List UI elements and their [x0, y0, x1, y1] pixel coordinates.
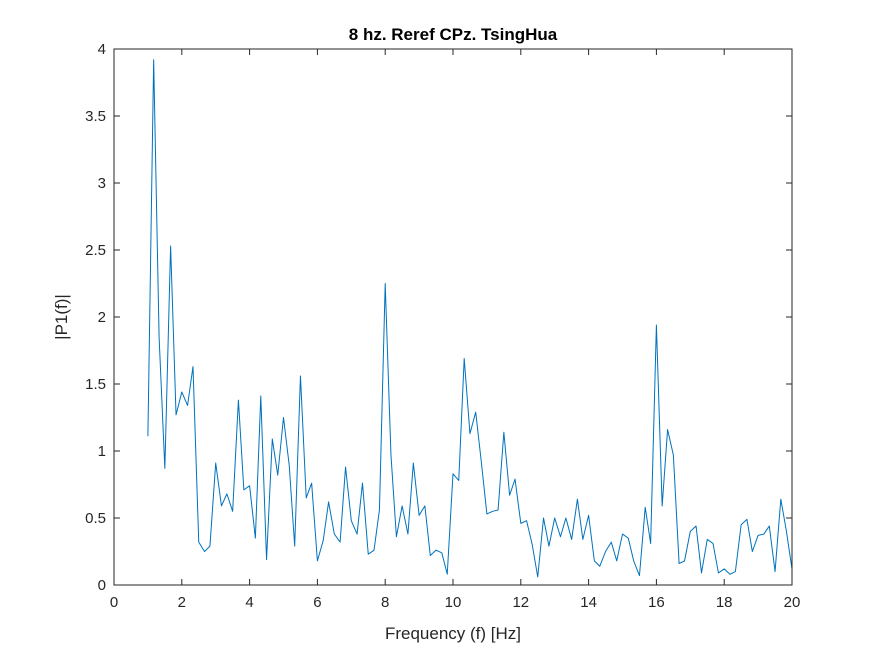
y-tick-label: 2.5: [85, 242, 106, 259]
x-tick-label: 14: [580, 594, 597, 611]
x-tick-label: 2: [178, 594, 186, 611]
x-tick-label: 10: [445, 594, 462, 611]
y-tick-label: 0: [98, 577, 106, 594]
x-tick-label: 12: [512, 594, 529, 611]
x-tick-label: 6: [313, 594, 321, 611]
y-tick-label: 1: [98, 443, 106, 460]
chart-title: 8 hz. Reref CPz. TsingHua: [349, 25, 558, 44]
series-line: [147, 59, 793, 578]
y-tick-label: 4: [98, 41, 106, 58]
y-tick-label: 3.5: [85, 108, 106, 125]
x-tick-label: 18: [716, 594, 733, 611]
axes-box: [113, 48, 793, 586]
ticks-layer: 0 2 4 6 8 10 12 14 16 18 20 0 0.5 1 1.5 2 2.5 3 3.5 4: [85, 41, 800, 611]
y-tick-label: 0.5: [85, 510, 106, 527]
y-tick-label: 1.5: [85, 376, 106, 393]
y-tick-label: 2: [98, 309, 106, 326]
plot-area: [114, 49, 792, 585]
y-tick-label: 3: [98, 175, 106, 192]
x-tick-label: 8: [381, 594, 389, 611]
x-tick-label: 16: [648, 594, 665, 611]
x-axis-title: Frequency (f) [Hz]: [385, 624, 521, 643]
y-axis-title: |P1(f)|: [52, 294, 71, 340]
x-tick-label: 0: [110, 594, 118, 611]
data-layer: [147, 59, 793, 578]
x-tick-label: 20: [784, 594, 801, 611]
x-tick-label: 4: [245, 594, 253, 611]
